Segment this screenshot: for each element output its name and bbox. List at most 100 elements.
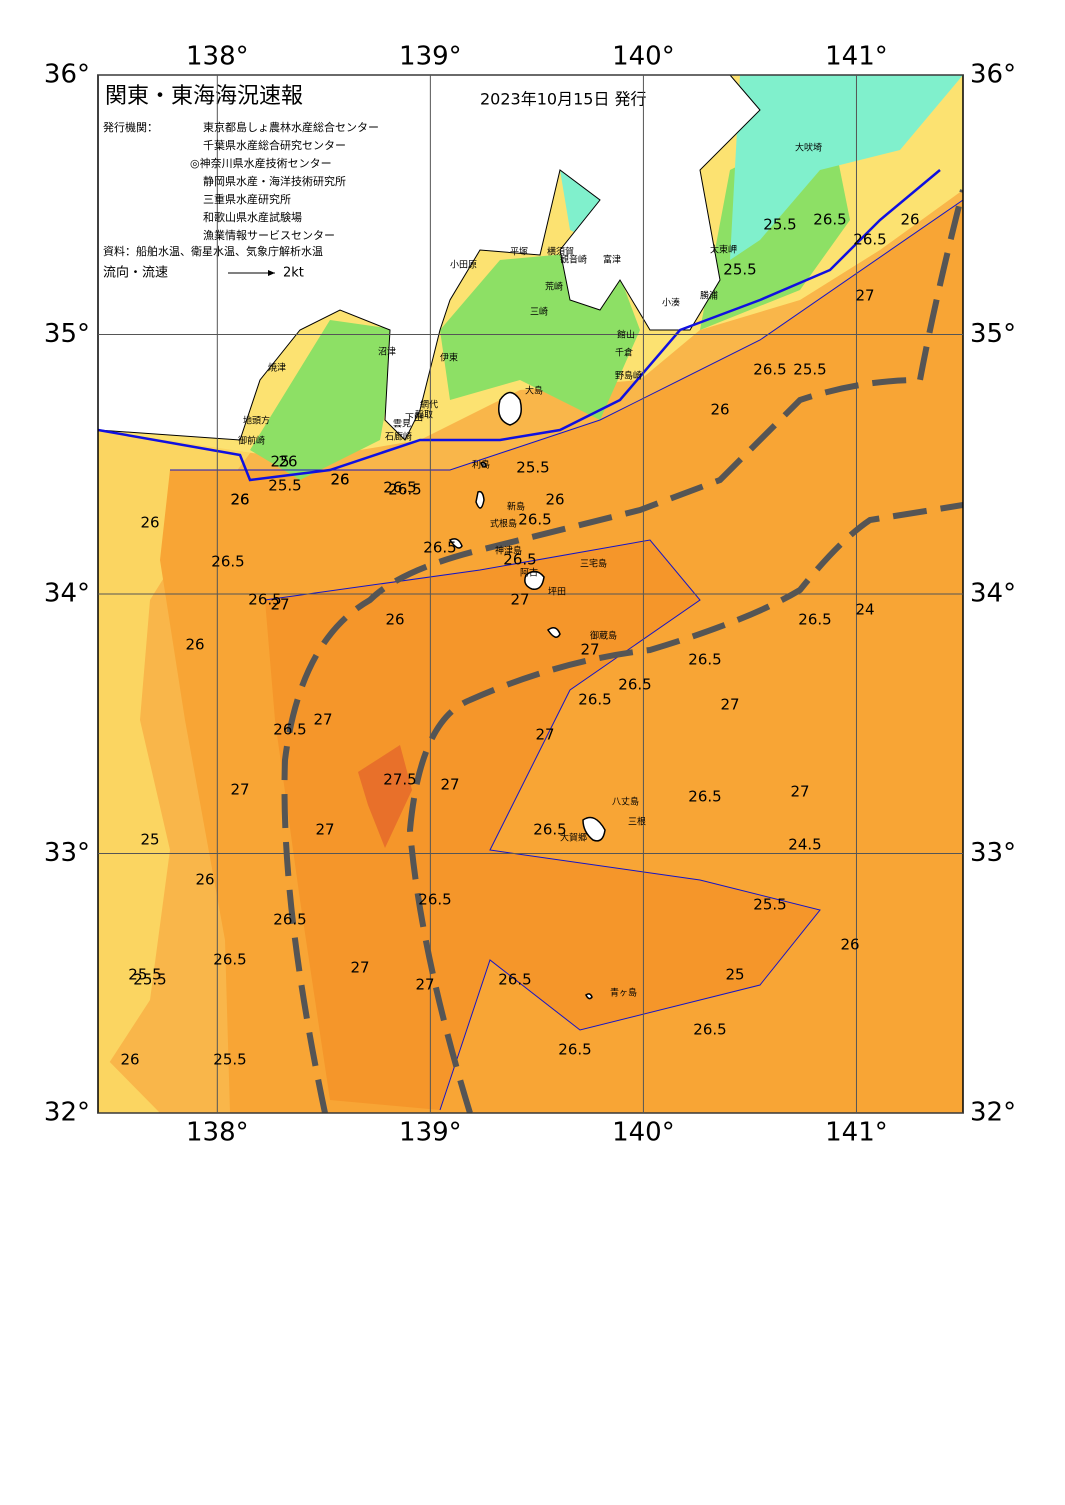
contour-label: 26.5 <box>813 211 846 229</box>
kuroshio-axis <box>406 502 963 1113</box>
contour-label: 26 <box>385 611 404 629</box>
contour-label: 27 <box>270 596 289 614</box>
contour-label: 27 <box>510 591 529 609</box>
place-name: 観音崎 <box>560 254 587 266</box>
place-name: 荒崎 <box>545 281 563 293</box>
place-name: 小田原 <box>450 260 477 271</box>
contour-label: 27 <box>440 776 459 794</box>
contour-label: 27 <box>855 287 874 305</box>
contour-label: 25.5 <box>268 477 301 495</box>
lat-label: 32° <box>44 1098 90 1128</box>
lat-label: 34° <box>44 579 90 609</box>
contour-label: 27.5 <box>383 771 416 789</box>
sea-cyan <box>560 75 963 260</box>
title: 関東・東海海況速報 <box>105 84 303 109</box>
issuer-label: 発行機関： <box>103 120 158 134</box>
contour-label: 25.5 <box>763 216 796 234</box>
place-name: 大島 <box>525 385 543 397</box>
contour-label: 26.5 <box>533 821 566 839</box>
contour-line <box>170 199 963 1111</box>
contour-label: 25.5 <box>128 966 161 984</box>
contour-label: 26 <box>230 491 249 509</box>
contour-label: 26 <box>278 453 297 471</box>
contour-label: 26 <box>330 471 349 489</box>
contour-label: 26.5 <box>273 911 306 929</box>
place-name: 三宅島 <box>580 558 607 570</box>
place-name: 焼津 <box>268 363 286 374</box>
sea-25-5 <box>98 420 260 1113</box>
issuer: 静岡県水産・海洋技術研究所 <box>203 174 346 188</box>
place-name: 千倉 <box>615 347 633 359</box>
place-name: 下田 <box>405 413 423 424</box>
sea-green <box>250 120 850 480</box>
contour-label: 26.5 <box>503 551 536 569</box>
contour-label: 24.5 <box>788 836 821 854</box>
place-name: 利島 <box>472 459 490 471</box>
contour-label: 24 <box>855 601 874 619</box>
flow-label: 流向・流速 <box>103 265 168 281</box>
place-name: 平塚 <box>510 247 528 258</box>
contour-label: 26.5 <box>853 231 886 249</box>
lon-label: 138° <box>186 1118 249 1148</box>
contour-label: 26 <box>195 871 214 889</box>
place-name: 太東岬 <box>710 244 737 256</box>
contour-label: 27 <box>415 976 434 994</box>
lon-label: 141° <box>825 42 888 72</box>
contour-label: 26 <box>120 1051 139 1069</box>
contour-label: 27 <box>313 711 332 729</box>
lat-label: 34° <box>970 579 1016 609</box>
lon-label: 141° <box>825 1118 888 1148</box>
contour-label: 26.5 <box>688 788 721 806</box>
contour-label: 25.5 <box>753 896 786 914</box>
contour-label: 26.5 <box>693 1021 726 1039</box>
contour-label: 26.5 <box>418 891 451 909</box>
contour-label: 26 <box>840 936 859 954</box>
issuer: 東京都島しょ農林水産総合センター <box>203 120 379 134</box>
place-name: 地頭方 <box>243 415 270 427</box>
sea-27 <box>265 540 820 1110</box>
contour-label: 25.5 <box>133 971 166 989</box>
contour-label: 25.5 <box>516 459 549 477</box>
place-name: 御蔵島 <box>590 630 617 642</box>
lon-label: 140° <box>612 1118 675 1148</box>
sea-27-5 <box>358 745 412 848</box>
contour-label: 26.5 <box>798 611 831 629</box>
contour-label: 25 <box>270 453 289 471</box>
sources: 資料：船舶水温、衛星水温、気象庁解析水温 <box>103 244 323 258</box>
contour-label: 26.5 <box>618 676 651 694</box>
contour-label: 26 <box>140 514 159 532</box>
place-name: 網代 <box>420 399 438 411</box>
place-name: 稲取 <box>415 409 433 421</box>
place-name: 小湊 <box>662 297 680 309</box>
place-name: 御前崎 <box>238 435 265 447</box>
lon-label: 140° <box>612 42 675 72</box>
place-name: 伊東 <box>440 352 458 364</box>
lat-label: 35° <box>970 319 1016 349</box>
contour-label: 26.5 <box>688 651 721 669</box>
kuroshio-axis <box>281 189 963 1113</box>
contour-label: 26.5 <box>498 971 531 989</box>
contour-label: 26 <box>900 211 919 229</box>
contour-label: 26 <box>185 636 204 654</box>
contour-label: 27 <box>720 696 739 714</box>
lat-label: 35° <box>44 319 90 349</box>
lon-label: 138° <box>186 42 249 72</box>
issuer: ◎神奈川県水産技術センター <box>190 156 332 170</box>
contour-label: 25 <box>140 831 159 849</box>
contour-label: 26 <box>710 401 729 419</box>
lon-label: 139° <box>399 42 462 72</box>
islands <box>448 391 606 1000</box>
place-name: 富津 <box>603 254 621 266</box>
contour-label: 26 <box>330 471 349 489</box>
place-name: 青ヶ島 <box>610 987 637 999</box>
place-name: 大吠埼 <box>795 142 822 154</box>
contour-label: 27 <box>535 726 554 744</box>
place-name: 三崎 <box>530 306 548 318</box>
contour-label: 26.5 <box>558 1041 591 1059</box>
place-name: 勝浦 <box>700 290 718 302</box>
flow-scale: 2kt <box>283 266 304 281</box>
place-name: 三根 <box>628 816 646 828</box>
contour-label: 26 <box>545 491 564 509</box>
contour-label: 26 <box>230 491 249 509</box>
